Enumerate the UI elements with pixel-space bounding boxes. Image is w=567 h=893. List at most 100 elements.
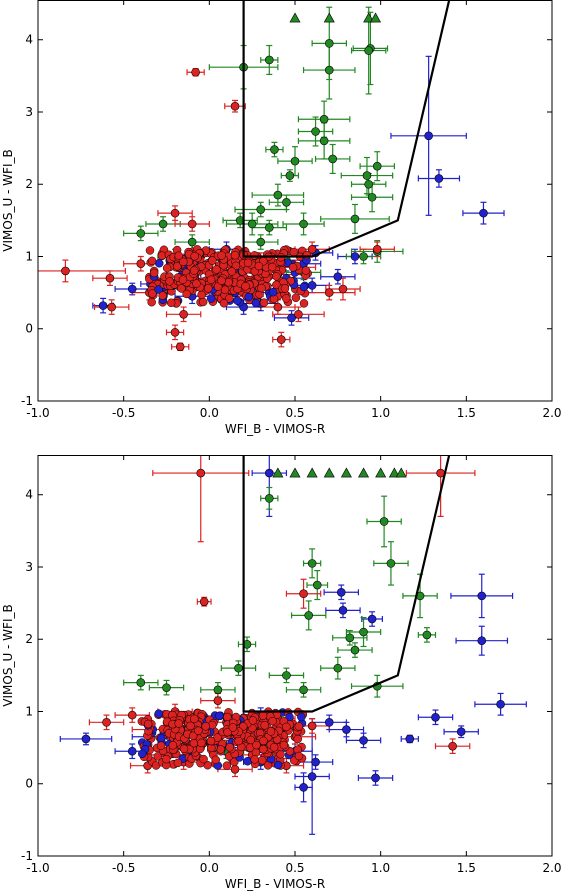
data-point bbox=[222, 761, 232, 770]
data-point bbox=[342, 725, 351, 734]
data-point bbox=[304, 611, 314, 620]
data-point bbox=[188, 731, 198, 741]
data-point bbox=[168, 741, 178, 750]
data-point bbox=[157, 251, 167, 260]
data-point bbox=[197, 738, 206, 748]
selection-boundary-line bbox=[242, 0, 451, 258]
data-point bbox=[179, 744, 189, 754]
data-point bbox=[217, 251, 226, 260]
data-point bbox=[147, 256, 157, 266]
data-point bbox=[252, 740, 261, 750]
x-axis-label: WFI_B - VIMOS-R bbox=[225, 422, 325, 436]
data-point bbox=[364, 46, 373, 55]
data-point bbox=[256, 237, 266, 247]
data-point bbox=[204, 284, 213, 293]
data-point-triangle bbox=[289, 467, 301, 478]
data-point bbox=[294, 751, 304, 761]
data-point bbox=[287, 313, 296, 323]
data-point-triangle bbox=[388, 467, 400, 478]
data-point bbox=[299, 783, 308, 792]
data-point bbox=[324, 288, 334, 297]
y-tick-label: -1 bbox=[21, 849, 33, 863]
data-point bbox=[281, 294, 291, 303]
data-point bbox=[156, 733, 166, 743]
data-point bbox=[127, 746, 137, 756]
data-point bbox=[224, 278, 233, 287]
data-point bbox=[197, 290, 206, 300]
data-point bbox=[405, 734, 415, 744]
data-point bbox=[294, 722, 304, 731]
data-point bbox=[269, 743, 279, 752]
data-point bbox=[186, 721, 195, 731]
data-point bbox=[170, 328, 180, 337]
data-point bbox=[282, 722, 291, 732]
plot-area bbox=[38, 0, 505, 352]
data-point bbox=[178, 275, 188, 284]
data-point bbox=[154, 259, 164, 268]
data-point bbox=[136, 229, 146, 238]
data-point bbox=[364, 179, 373, 189]
y-tick-label: 3 bbox=[25, 105, 33, 119]
data-point bbox=[311, 757, 320, 767]
y-tick-label: 0 bbox=[25, 777, 33, 791]
data-point bbox=[372, 161, 382, 171]
data-point bbox=[319, 136, 329, 146]
data-point bbox=[336, 587, 346, 597]
data-point-triangle bbox=[306, 467, 318, 478]
data-point bbox=[299, 589, 308, 599]
data-point bbox=[267, 262, 277, 272]
data-point bbox=[138, 749, 147, 759]
data-point bbox=[190, 714, 199, 724]
y-tick-label: 1 bbox=[25, 249, 33, 263]
data-point-triangle bbox=[395, 467, 407, 478]
data-point bbox=[257, 755, 267, 765]
x-tick-label: -0.5 bbox=[112, 861, 135, 875]
data-point bbox=[179, 257, 188, 267]
data-point bbox=[338, 606, 348, 615]
x-tick-label: 2.0 bbox=[542, 406, 561, 420]
data-point bbox=[162, 263, 172, 273]
data-point bbox=[299, 299, 309, 308]
data-point bbox=[243, 756, 252, 766]
x-tick-label: 0.0 bbox=[200, 406, 219, 420]
data-point bbox=[272, 280, 281, 290]
bottom-scatter-panel: -1.0 -0.5 0.0 0.5 1.0 1.5 2.0 -1 0 1 2 3 4 WFI_B - VI… bbox=[1, 455, 562, 891]
data-point-triangle bbox=[323, 12, 335, 23]
data-point bbox=[282, 671, 291, 680]
data-point bbox=[293, 734, 302, 744]
data-point bbox=[230, 764, 240, 774]
y-axis-label: VIMOS_U - WFI_B bbox=[1, 149, 15, 251]
data-point bbox=[259, 736, 268, 746]
data-point bbox=[273, 190, 283, 200]
data-point bbox=[208, 256, 217, 265]
data-point-triangle bbox=[375, 467, 387, 478]
y-tick-label: 2 bbox=[25, 177, 33, 191]
y-tick-label: 2 bbox=[25, 632, 33, 646]
data-point bbox=[371, 773, 380, 783]
data-point bbox=[199, 754, 208, 764]
data-point bbox=[174, 251, 184, 260]
data-point bbox=[187, 237, 197, 247]
x-tick-label: 1.0 bbox=[371, 861, 390, 875]
data-point bbox=[367, 614, 377, 624]
data-point bbox=[250, 755, 259, 764]
data-point bbox=[177, 284, 186, 293]
data-point bbox=[170, 208, 180, 218]
data-point bbox=[102, 718, 111, 727]
data-point bbox=[289, 247, 298, 257]
data-point bbox=[206, 736, 216, 746]
data-point bbox=[279, 740, 289, 750]
x-tick-label: -1.0 bbox=[26, 861, 49, 875]
data-point bbox=[256, 205, 266, 214]
data-point bbox=[258, 711, 268, 720]
data-point bbox=[225, 294, 234, 303]
data-point bbox=[174, 719, 183, 728]
data-point bbox=[434, 174, 444, 183]
axes-frame bbox=[37, 455, 553, 857]
data-point bbox=[166, 298, 176, 308]
data-point bbox=[201, 722, 210, 731]
data-point bbox=[276, 335, 286, 344]
data-point bbox=[187, 219, 197, 229]
y-tick-label: 4 bbox=[25, 33, 33, 47]
